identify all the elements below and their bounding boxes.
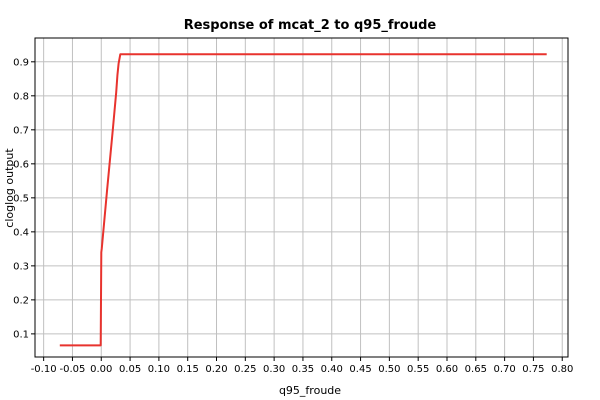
x-axis-label: q95_froude: [279, 384, 341, 397]
x-tick-label: 0.70: [493, 364, 515, 375]
x-tick-label: 0.60: [436, 364, 458, 375]
x-tick-label: -0.10: [31, 364, 57, 375]
x-tick-label: 0.15: [177, 364, 199, 375]
x-tick-label: 0.65: [465, 364, 487, 375]
x-tick-label: 0.35: [292, 364, 314, 375]
x-tick-label: 0.75: [522, 364, 544, 375]
y-axis: 0.1 0.2 0.3 0.4 0.5 0.6 0.7 0.8 0.9: [13, 57, 35, 340]
x-tick-label: 0.30: [263, 364, 285, 375]
x-tick-label: 0.05: [119, 364, 141, 375]
y-tick-label: 0.1: [13, 329, 29, 340]
x-tick-label: 0.00: [90, 364, 112, 375]
chart-title: Response of mcat_2 to q95_froude: [184, 18, 437, 33]
series-line-0: [59, 53, 547, 347]
x-axis: -0.10 -0.05 0.00 0.05 0.10 0.15 0.20 0.25 0.30 0.…: [31, 357, 573, 375]
y-tick-label: 0.8: [13, 91, 29, 102]
x-tick-label: 0.20: [205, 364, 227, 375]
y-tick-label: 0.3: [13, 261, 29, 272]
x-tick-label: 0.50: [378, 364, 400, 375]
x-tick-label: 0.10: [148, 364, 170, 375]
y-axis-label: cloglog output: [3, 148, 16, 228]
x-tick-label: 0.40: [321, 364, 343, 375]
y-tick-label: 0.7: [13, 125, 29, 136]
y-tick-label: 0.6: [13, 159, 29, 170]
y-tick-label: 0.5: [13, 193, 29, 204]
grid: [35, 38, 568, 357]
x-tick-label: 0.25: [234, 364, 256, 375]
y-tick-label: 0.9: [13, 57, 29, 68]
y-tick-label: 0.2: [13, 295, 29, 306]
series-layer: [59, 53, 547, 347]
x-tick-label: -0.05: [60, 364, 86, 375]
x-tick-label: 0.55: [407, 364, 429, 375]
x-tick-label: 0.80: [551, 364, 573, 375]
y-tick-label: 0.4: [13, 227, 29, 238]
x-tick-label: 0.45: [349, 364, 371, 375]
